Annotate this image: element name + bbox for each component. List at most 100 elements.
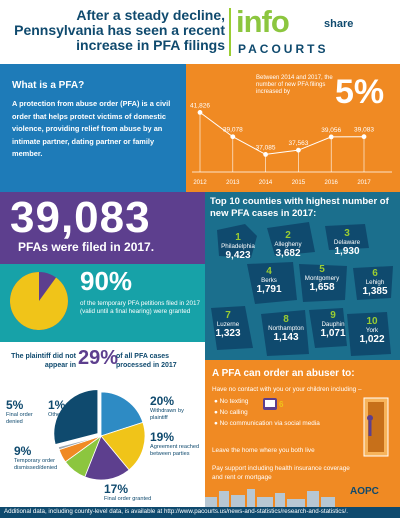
total-filings-caption: PFAs were filed in 2017.	[18, 240, 155, 254]
x-tick-label: 2012	[193, 180, 207, 186]
county-value: 1,022	[359, 334, 385, 345]
filings-increase-pct: 5%	[335, 73, 385, 111]
label-agreement-pct: 19%	[150, 430, 175, 444]
granted-slice	[9, 272, 68, 330]
x-tick-label: 2016	[325, 180, 339, 186]
label-temporary-dismissed-text: Temporary order dismissed/denied	[14, 458, 58, 471]
county-rank: 7	[225, 310, 231, 321]
county-rank: 4	[266, 266, 272, 277]
label-final-denied-pct: 5%	[6, 398, 24, 412]
case-outcomes-pie	[53, 389, 146, 481]
label-temporary-dismissed-pct: 9%	[14, 444, 32, 458]
plaintiff-pct: 29%	[78, 347, 119, 369]
county-value: 1,071	[320, 328, 346, 339]
city-skyline	[205, 489, 335, 507]
top-counties-title: Top 10 counties with highest number of n…	[210, 196, 389, 219]
county-rank: 5	[319, 264, 325, 275]
pie-slice	[100, 391, 144, 437]
label-final-denied: 5% Final order denied	[6, 398, 38, 425]
what-is-pfa-title: What is a PFA?	[12, 80, 85, 91]
county-rank: 6	[372, 268, 378, 279]
what-is-pfa-body: A protection from abuse order (PFA) is a…	[12, 99, 171, 159]
x-tick-label: 2017	[357, 180, 371, 186]
data-label: 39,083	[354, 127, 374, 134]
county-dauphin: 9 Dauphin 1,071	[310, 310, 356, 339]
data-point	[328, 134, 334, 140]
label-withdrawn: 20% Withdrawn by plaintiff	[150, 394, 202, 421]
svg-text:6: 6	[279, 400, 284, 409]
county-rank: 1	[235, 232, 241, 243]
data-point	[197, 109, 203, 115]
header-divider	[229, 8, 231, 56]
x-tick-label: 2015	[292, 180, 306, 186]
label-final-granted: 17% Final order granted	[104, 482, 154, 503]
label-other: 1% Other	[48, 398, 72, 419]
county-lehigh: 6 Lehigh 1,385	[352, 268, 398, 297]
county-name: Montgomery	[304, 275, 340, 282]
data-point	[263, 151, 268, 157]
counties-shapes	[211, 222, 393, 356]
label-other-text: Other	[48, 412, 62, 418]
label-withdrawn-pct: 20%	[150, 394, 175, 408]
temporary-granted-pct: 90%	[80, 266, 133, 296]
order-leave-text: Leave the home where you both live	[212, 447, 315, 454]
label-withdrawn-text: Withdrawn by plaintiff	[150, 408, 184, 421]
footer-text[interactable]: Additional data, including county-level …	[4, 508, 348, 515]
order-item-text: No calling	[219, 409, 248, 416]
county-rank: 10	[366, 316, 378, 327]
order-title: A PFA can order an abuser to:	[212, 368, 355, 379]
county-name: Dauphin	[321, 321, 345, 328]
order-item-calling: ● No calling	[214, 409, 248, 416]
county-value: 1,930	[334, 246, 360, 257]
data-label: 37,563	[288, 140, 308, 147]
county-rank: 8	[283, 314, 289, 325]
aopc-logo: AOPC	[350, 486, 379, 497]
order-item-text: No communication via social media	[219, 420, 320, 427]
header	[0, 0, 400, 64]
county-name: York	[365, 327, 379, 334]
county-value: 1,323	[215, 328, 241, 339]
county-philadelphia: 1 Philadelphia 9,423	[214, 232, 262, 261]
county-value: 1,143	[273, 332, 299, 343]
label-final-granted-text: Final order granted	[104, 496, 152, 502]
logo-pacourts-text: PACOURTS	[238, 42, 329, 56]
data-point	[361, 134, 367, 140]
county-value: 1,658	[309, 282, 335, 293]
footer-bar	[0, 507, 400, 518]
label-agreement-text: Agreement reached between parties	[150, 444, 200, 457]
label-other-pct: 1%	[48, 398, 66, 412]
county-name: Berks	[261, 277, 277, 284]
pie-slice	[100, 421, 146, 471]
label-final-denied-text: Final order denied	[6, 412, 33, 425]
x-tick-label: 2013	[226, 180, 240, 186]
pie-slice	[84, 435, 130, 481]
order-item-texting: ● No texting	[214, 398, 249, 405]
label-agreement: 19% Agreement reached between parties	[150, 430, 202, 457]
county-allegheny: 2 Allegheny 3,682	[264, 230, 312, 259]
county-name: Delaware	[333, 239, 361, 246]
order-pay-text: Pay support including health insurance c…	[212, 465, 350, 481]
county-delaware: 3 Delaware 1,930	[322, 228, 372, 257]
filings-line-chart: 41,826 2012 39,078 2013 37,085 2014 37,563 2015…	[190, 102, 392, 186]
infoshare-logo: info share PACOURTS	[236, 4, 386, 60]
what-is-pfa-box	[0, 64, 186, 192]
county-name: Lehigh	[365, 279, 385, 286]
door-icon	[363, 397, 389, 457]
x-tick-label: 2014	[259, 180, 273, 186]
label-temporary-dismissed: 9% Temporary order dismissed/denied	[14, 444, 60, 471]
county-value: 1,385	[362, 286, 388, 297]
pie-slice	[57, 435, 102, 451]
county-name: Luzerne	[216, 321, 240, 328]
plaintiff-text-1: The plaintiff did not appear in	[11, 353, 76, 369]
county-name: Allegheny	[274, 241, 302, 248]
headline: After a steady decline, Pennsylvania has…	[14, 7, 225, 53]
county-value: 1,791	[256, 284, 282, 295]
data-point	[296, 147, 301, 153]
county-value: 3,682	[275, 248, 301, 259]
county-name: Northampton	[268, 325, 304, 332]
total-filings-box	[0, 192, 205, 264]
plaintiff-text-2: of all PFA cases processed in 2017	[116, 353, 177, 369]
label-final-granted-pct: 17%	[104, 482, 129, 496]
county-berks: 4 Berks 1,791	[244, 266, 294, 295]
county-luzerne: 7 Luzerne 1,323	[206, 310, 250, 339]
